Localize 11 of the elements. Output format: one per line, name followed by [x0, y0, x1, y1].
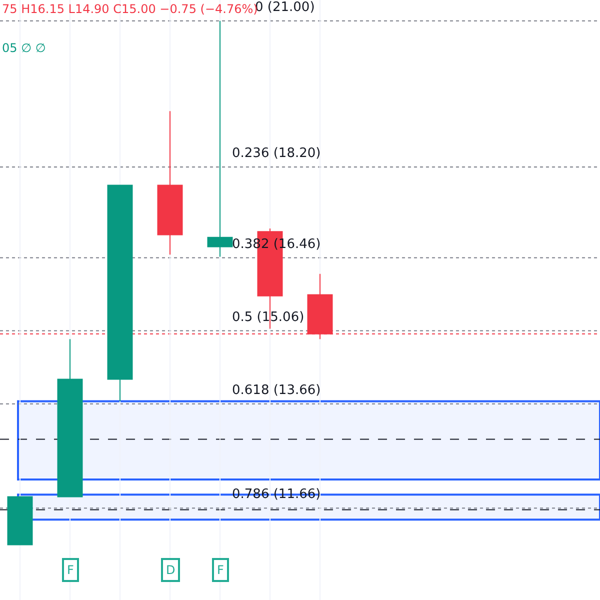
annotation: D [166, 563, 176, 577]
annotation: F [67, 563, 74, 577]
ref-line-label: 0.618 (13.66) [232, 383, 321, 398]
annotation: 05 ∅ ∅ [2, 41, 46, 55]
candlestick [7, 496, 33, 546]
candlestick [57, 338, 83, 498]
annotation: 75 H16.15 L14.90 C15.00 −0.75 (−4.76%) [2, 2, 258, 16]
ref-line-label: 0 (21.00) [255, 0, 315, 15]
annotation: F [217, 563, 224, 577]
candlestick [157, 110, 183, 256]
ref-line-label: 0.236 (18.20) [232, 146, 321, 161]
